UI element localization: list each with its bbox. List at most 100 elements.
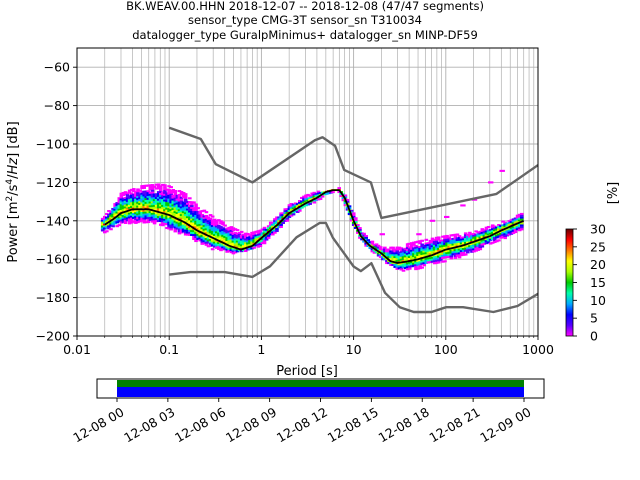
- psd-cell: [273, 229, 277, 232]
- psd-cell: [420, 262, 424, 265]
- psd-cell: [125, 201, 130, 205]
- psd-segments-bar: [117, 387, 524, 397]
- psd-cell: [385, 261, 389, 265]
- psd-cell: [127, 212, 132, 215]
- psd-cell: [181, 193, 186, 197]
- psd-cell: [376, 254, 381, 257]
- psd-cell: [308, 197, 312, 200]
- y-tick-label: −200: [36, 329, 70, 344]
- psd-cell: [223, 247, 227, 250]
- psd-cell: [132, 220, 136, 223]
- psd-cell: [445, 238, 449, 241]
- psd-cell: [169, 222, 173, 225]
- psd-cell: [262, 238, 267, 241]
- psd-cell: [237, 245, 242, 248]
- psd-cell: [183, 202, 188, 205]
- psd-cell: [175, 196, 180, 199]
- psd-cell: [208, 244, 213, 247]
- psd-cell: [289, 212, 294, 215]
- psd-cell: [111, 223, 115, 226]
- psd-cell: [169, 191, 173, 194]
- psd-cell: [453, 233, 458, 236]
- psd-cell: [244, 236, 248, 239]
- psd-cell: [192, 212, 196, 216]
- psd-cell: [237, 241, 242, 244]
- psd-cell: [142, 219, 146, 222]
- psd-cell: [140, 187, 144, 190]
- psd-cell: [194, 207, 198, 210]
- psd-cell: [194, 220, 198, 223]
- psd-cell: [214, 227, 219, 230]
- psd-cell: [492, 235, 497, 238]
- psd-cell: [181, 213, 186, 216]
- psd-cell: [356, 226, 360, 229]
- psd-cell: [202, 240, 207, 243]
- psd-cell: [115, 209, 120, 212]
- psd-cell: [158, 217, 163, 221]
- psd-cell: [167, 221, 171, 224]
- psd-cell: [219, 239, 223, 242]
- psd-cell: [472, 246, 476, 249]
- psd-cell: [198, 237, 203, 240]
- psd-cell: [364, 236, 368, 240]
- psd-cell: [169, 207, 173, 210]
- psd-cell: [513, 230, 518, 234]
- psd-cell: [283, 217, 288, 220]
- psd-cell: [204, 226, 209, 229]
- psd-cell: [173, 222, 178, 225]
- psd-cell: [212, 218, 217, 221]
- psd-cell: [453, 241, 458, 244]
- psd-cell: [519, 218, 524, 221]
- psd-cell: [142, 192, 146, 195]
- psd-cell: [304, 198, 308, 201]
- psd-cell: [152, 199, 157, 202]
- psd-cell: [212, 243, 217, 246]
- psd-cell: [181, 209, 186, 212]
- psd-cell: [173, 226, 178, 229]
- psd-cell: [136, 211, 140, 214]
- psd-cell: [233, 233, 238, 237]
- psd-cell: [426, 251, 431, 254]
- psd-cell: [412, 257, 416, 260]
- psd-cell: [297, 207, 302, 210]
- psd-cell: [214, 240, 219, 244]
- psd-cell: [177, 205, 182, 208]
- psd-cell: [443, 241, 447, 244]
- psd-cell: [221, 246, 225, 249]
- psd-cell: [119, 198, 124, 201]
- psd-cell: [208, 225, 213, 228]
- psd-cell: [125, 219, 130, 222]
- psd-cell: [123, 200, 128, 203]
- psd-cell: [210, 223, 215, 226]
- psd-cell: [181, 205, 186, 208]
- psd-cell: [196, 224, 200, 227]
- psd-cell: [492, 240, 497, 244]
- psd-cell: [181, 216, 186, 220]
- psd-cell: [156, 204, 161, 207]
- psd-cell: [167, 192, 171, 195]
- psd-cell: [507, 231, 512, 234]
- psd-cell: [515, 228, 520, 231]
- psd-cell: [125, 192, 130, 195]
- psd-cell: [461, 253, 466, 256]
- psd-cell: [117, 210, 122, 213]
- psd-cell: [111, 215, 115, 218]
- psd-cell: [266, 227, 271, 230]
- psd-cell: [449, 240, 454, 243]
- psd-cell: [179, 225, 184, 228]
- psd-cell: [256, 234, 261, 237]
- psd-cell: [430, 243, 435, 246]
- psd-cell: [451, 234, 456, 237]
- psd-cell: [167, 206, 171, 209]
- psd-cell: [140, 185, 144, 188]
- psd-cell: [150, 216, 155, 219]
- psd-cell: [495, 226, 499, 229]
- psd-outlier-cell: [487, 181, 494, 184]
- psd-cell: [183, 212, 188, 215]
- psd-cell: [192, 209, 196, 212]
- psd-cell: [132, 201, 136, 204]
- psd-cell: [428, 247, 433, 250]
- psd-cell: [204, 230, 209, 233]
- psd-cell: [179, 202, 184, 205]
- psd-cell: [190, 220, 194, 223]
